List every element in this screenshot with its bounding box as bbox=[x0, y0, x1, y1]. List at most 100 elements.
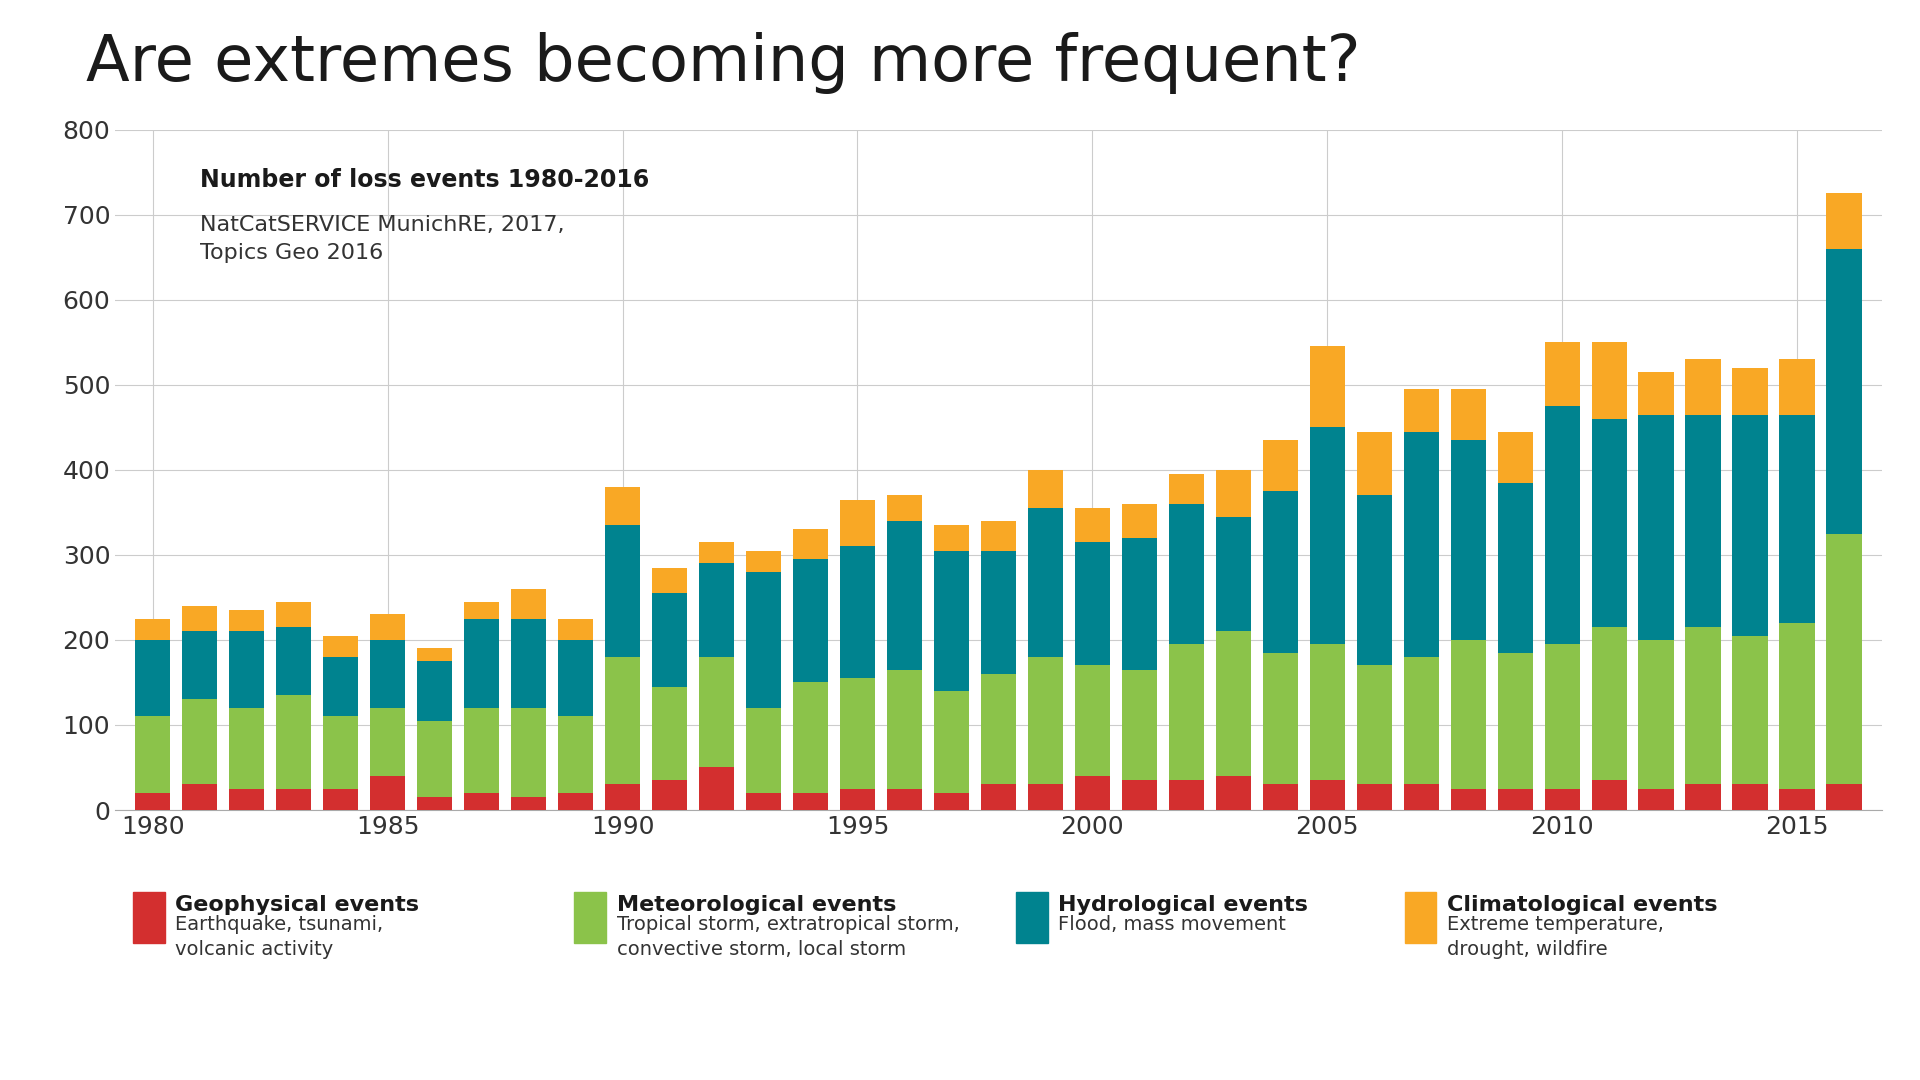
Bar bbox=[559, 793, 593, 810]
Bar bbox=[276, 788, 311, 810]
Text: Tropical storm, extratropical storm,
convective storm, local storm: Tropical storm, extratropical storm, con… bbox=[616, 916, 960, 959]
Bar bbox=[981, 551, 1016, 674]
Bar bbox=[323, 716, 359, 788]
Bar bbox=[1075, 665, 1110, 775]
Text: Hydrological events: Hydrological events bbox=[1058, 895, 1308, 915]
Bar bbox=[1357, 784, 1392, 810]
Text: NatCatSERVICE MunichRE, 2017,
Topics Geo 2016: NatCatSERVICE MunichRE, 2017, Topics Geo… bbox=[200, 215, 564, 262]
Bar bbox=[371, 708, 405, 775]
Bar bbox=[511, 619, 545, 708]
Bar bbox=[1544, 406, 1580, 644]
Text: Earthquake, tsunami,
volcanic activity: Earthquake, tsunami, volcanic activity bbox=[175, 916, 384, 959]
Bar bbox=[1027, 470, 1064, 508]
Bar bbox=[559, 716, 593, 793]
Bar bbox=[1732, 367, 1768, 415]
Bar bbox=[134, 619, 171, 639]
FancyBboxPatch shape bbox=[574, 892, 607, 943]
Bar bbox=[605, 525, 639, 657]
Bar bbox=[134, 793, 171, 810]
Bar bbox=[1215, 632, 1252, 775]
Bar bbox=[981, 674, 1016, 784]
Bar bbox=[839, 546, 876, 678]
Bar bbox=[1686, 784, 1720, 810]
Bar bbox=[1075, 542, 1110, 665]
Bar bbox=[1544, 788, 1580, 810]
Bar bbox=[1075, 508, 1110, 542]
Bar bbox=[1686, 415, 1720, 627]
Text: Meteorological events: Meteorological events bbox=[616, 895, 897, 915]
Bar bbox=[605, 784, 639, 810]
Text: Geophysical events: Geophysical events bbox=[175, 895, 419, 915]
Bar bbox=[1452, 788, 1486, 810]
Bar bbox=[1826, 534, 1862, 784]
Bar bbox=[1169, 503, 1204, 644]
Bar bbox=[228, 632, 265, 708]
Bar bbox=[371, 615, 405, 639]
Bar bbox=[887, 670, 922, 788]
Text: Are extremes becoming more frequent?: Are extremes becoming more frequent? bbox=[86, 32, 1361, 94]
Text: Extreme temperature,
drought, wildfire: Extreme temperature, drought, wildfire bbox=[1448, 916, 1665, 959]
Bar bbox=[182, 784, 217, 810]
Bar bbox=[1638, 415, 1674, 639]
Bar bbox=[276, 602, 311, 627]
Bar bbox=[1027, 508, 1064, 657]
Bar bbox=[1686, 360, 1720, 415]
Bar bbox=[887, 788, 922, 810]
Bar bbox=[1686, 627, 1720, 784]
Bar bbox=[793, 559, 828, 683]
Bar bbox=[1638, 639, 1674, 788]
Bar bbox=[839, 678, 876, 788]
Bar bbox=[699, 768, 733, 810]
Bar bbox=[371, 639, 405, 708]
Bar bbox=[981, 784, 1016, 810]
Bar bbox=[1263, 652, 1298, 784]
Bar bbox=[228, 610, 265, 632]
Bar bbox=[793, 793, 828, 810]
Bar bbox=[699, 657, 733, 768]
Bar bbox=[839, 788, 876, 810]
Bar bbox=[1592, 627, 1626, 780]
Text: Climatological events: Climatological events bbox=[1448, 895, 1718, 915]
Bar bbox=[1780, 788, 1814, 810]
Bar bbox=[1826, 784, 1862, 810]
Bar bbox=[1309, 347, 1344, 428]
Bar bbox=[323, 788, 359, 810]
Bar bbox=[371, 775, 405, 810]
Bar bbox=[182, 700, 217, 784]
Bar bbox=[1215, 470, 1252, 516]
Bar bbox=[1357, 665, 1392, 784]
Bar bbox=[1121, 538, 1158, 670]
Bar bbox=[1121, 780, 1158, 810]
Bar bbox=[465, 708, 499, 793]
Bar bbox=[1452, 440, 1486, 639]
Bar bbox=[1498, 788, 1532, 810]
Bar bbox=[182, 606, 217, 632]
Bar bbox=[417, 720, 453, 797]
Bar bbox=[1404, 432, 1438, 657]
Bar bbox=[228, 708, 265, 788]
FancyBboxPatch shape bbox=[1016, 892, 1048, 943]
Bar bbox=[1309, 644, 1344, 780]
Bar bbox=[745, 793, 781, 810]
Bar bbox=[1357, 496, 1392, 665]
Bar bbox=[1075, 775, 1110, 810]
Bar bbox=[465, 602, 499, 619]
Bar bbox=[887, 496, 922, 521]
Bar bbox=[182, 632, 217, 700]
Bar bbox=[1638, 372, 1674, 415]
Bar bbox=[417, 648, 453, 661]
Bar bbox=[1309, 780, 1344, 810]
Bar bbox=[981, 521, 1016, 551]
Bar bbox=[1498, 483, 1532, 652]
Bar bbox=[745, 572, 781, 708]
Bar bbox=[559, 639, 593, 716]
Bar bbox=[1826, 248, 1862, 534]
Bar bbox=[653, 593, 687, 687]
Bar bbox=[1592, 342, 1626, 419]
Bar bbox=[1263, 491, 1298, 652]
Bar bbox=[1121, 503, 1158, 538]
Bar bbox=[745, 551, 781, 572]
Text: Flood, mass movement: Flood, mass movement bbox=[1058, 916, 1286, 934]
Bar bbox=[1780, 360, 1814, 415]
Bar bbox=[1263, 784, 1298, 810]
